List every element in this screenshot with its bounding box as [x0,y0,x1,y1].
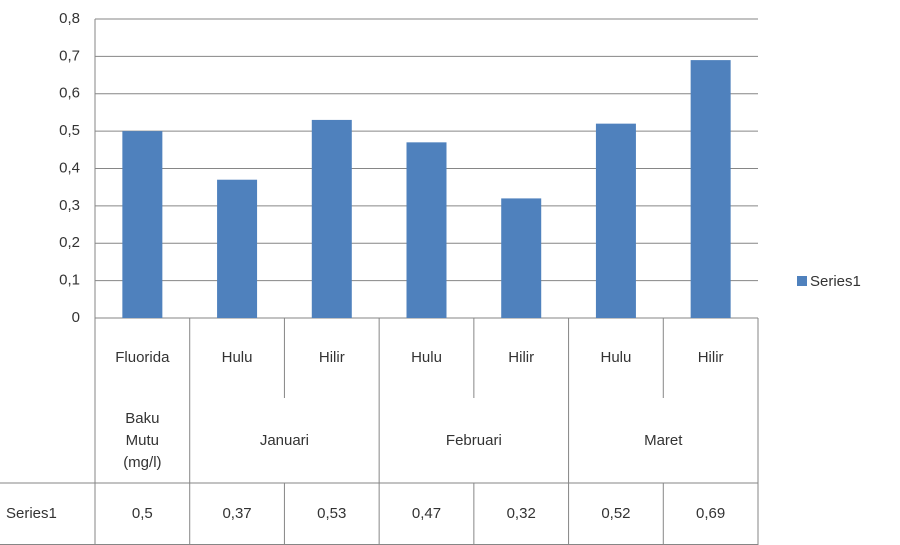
y-tick-label: 0,8 [59,10,80,27]
legend-label: Series1 [810,273,861,290]
bar [122,131,163,318]
data-label: 0,69 [696,505,726,522]
y-tick-label: 0,7 [59,47,80,64]
category-label: Fluorida [115,349,170,366]
y-tick-label: 0,3 [59,197,80,214]
category-label: Hilir [318,349,345,366]
y-tick-label: 0,5 [59,122,80,139]
y-tick-label: 0,4 [59,159,80,176]
row-header: Series1 [6,505,57,522]
data-label: 0,37 [222,505,252,522]
bar [406,142,447,318]
category-label: Hilir [697,349,724,366]
data-label: 0,53 [317,505,347,522]
group-label: Maret [644,431,683,449]
data-label: 0,5 [131,505,153,522]
bar [501,198,542,318]
category-label: Hilir [508,349,535,366]
y-tick-label: 0 [72,309,80,326]
y-tick-label: 0,2 [59,234,80,251]
data-label: 0,32 [506,505,536,522]
y-tick-label: 0,1 [59,272,80,289]
category-label: Hulu [411,349,442,366]
y-tick-label: 0,6 [59,85,80,102]
bar [595,123,636,319]
category-label: Hulu [221,349,253,366]
group-label: Januari [259,431,310,449]
data-label: 0,52 [601,505,631,522]
group-label: Februari [445,431,502,449]
category-label: Hulu [600,349,632,366]
legend-swatch [797,276,807,286]
group-label: Baku Mutu (mg/l) [123,409,162,471]
bar [690,60,731,319]
data-label: 0,47 [411,505,442,522]
bar [217,179,258,318]
bar [311,119,352,318]
